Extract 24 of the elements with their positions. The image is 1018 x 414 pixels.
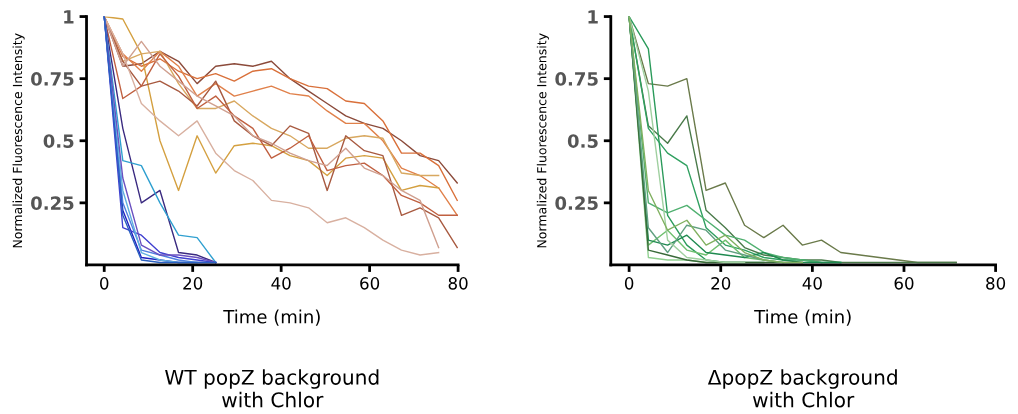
x-tick-label: 20 [183, 277, 203, 290]
text: ΔpopZ background with Chlor [707, 369, 897, 408]
y-tick-label: 0.75 [31, 72, 74, 86]
x-axis-title: Time (min) [754, 309, 851, 326]
x-tick-label: 0 [100, 277, 109, 290]
y-tick-label: 0.5 [567, 134, 598, 148]
x-tick-label: 40 [271, 277, 291, 290]
y-tick-label: 0.25 [31, 196, 74, 210]
x-axis-title: Time (min) [223, 309, 320, 326]
x-tick-label: 60 [894, 277, 914, 290]
y-tick-label: 1 [588, 10, 598, 24]
text: WT popZ background with Chlor [165, 369, 379, 408]
x-tick-label: 80 [986, 277, 1006, 290]
x-tick-label: 0 [624, 277, 634, 290]
x-tick-label: 80 [448, 277, 468, 290]
y-tick-label: 1 [64, 10, 74, 24]
y-tick-label: 0.25 [555, 196, 598, 210]
y-axis-title: Normalized Fluorescence Intensity [12, 33, 25, 248]
y-tick-label: 0.75 [555, 72, 598, 86]
x-tick-label: 60 [360, 277, 380, 290]
x-tick-label: 20 [711, 277, 731, 290]
y-tick-label: 0.5 [43, 134, 74, 148]
x-tick-label: 40 [802, 277, 822, 290]
y-axis-title: Normalized Fluorescence Intensity [536, 33, 549, 248]
